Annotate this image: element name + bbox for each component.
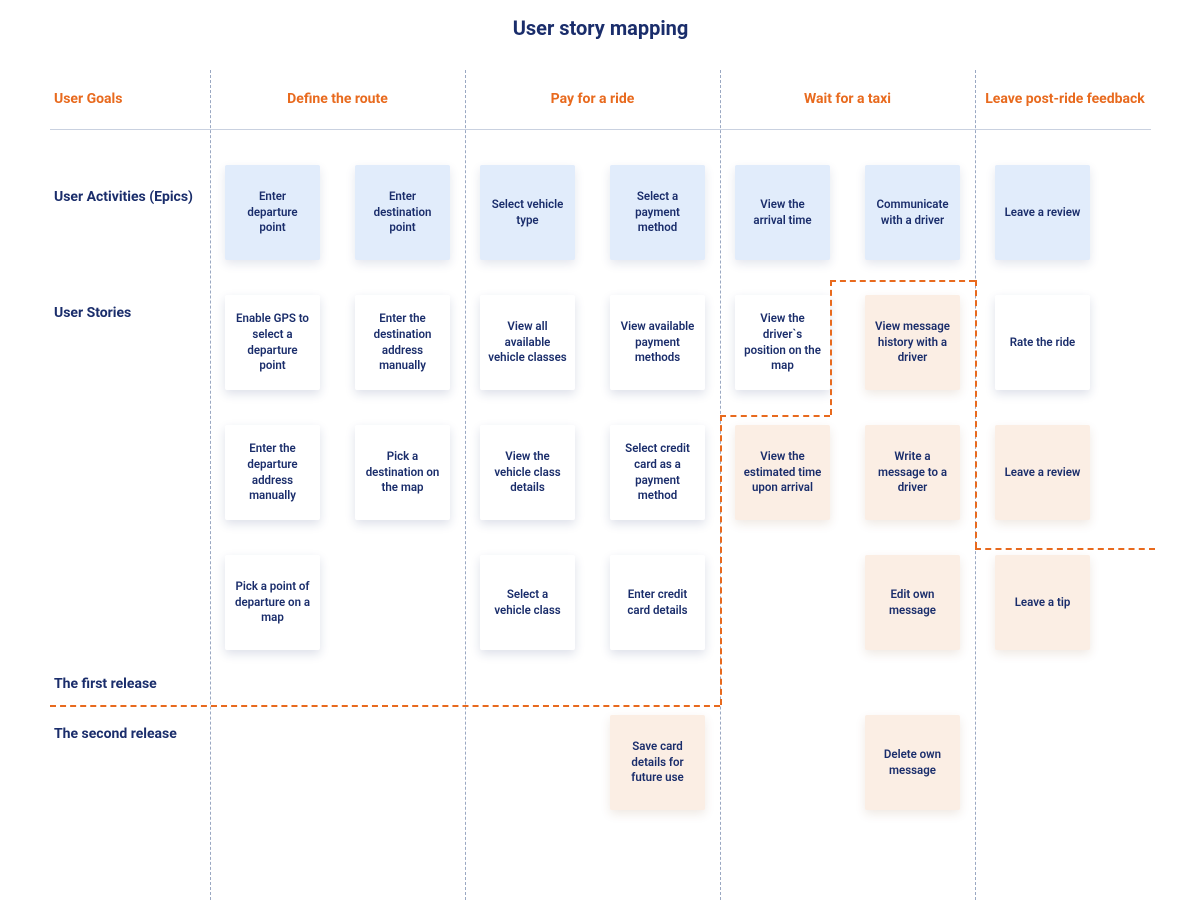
story-card: Enter credit card details bbox=[610, 555, 705, 650]
goals-row: User Goals Define the route Pay for a ri… bbox=[50, 70, 1151, 130]
story-card: Save card details for future use bbox=[610, 715, 705, 810]
goals-label: User Goals bbox=[50, 90, 210, 108]
epic-card: Select a payment method bbox=[610, 165, 705, 260]
story-card: Leave a tip bbox=[995, 555, 1090, 650]
story-card: View the driver`s position on the map bbox=[735, 295, 830, 390]
story-card: Select credit card as a payment method bbox=[610, 425, 705, 520]
story-card: Delete own message bbox=[865, 715, 960, 810]
epic-card: View the arrival time bbox=[735, 165, 830, 260]
story-card: View all available vehicle classes bbox=[480, 295, 575, 390]
goal-feedback: Leave post-ride feedback bbox=[975, 90, 1155, 108]
release-boundary bbox=[720, 415, 722, 705]
page-title: User story mapping bbox=[0, 0, 1201, 40]
stories-label: User Stories bbox=[54, 304, 194, 323]
story-card: Edit own message bbox=[865, 555, 960, 650]
story-card: Pick a point of departure on a map bbox=[225, 555, 320, 650]
story-card: Write a message to a driver bbox=[865, 425, 960, 520]
epic-card: Select vehicle type bbox=[480, 165, 575, 260]
release-boundary bbox=[720, 415, 830, 417]
section-divider bbox=[465, 70, 466, 900]
story-card: Select a vehicle class bbox=[480, 555, 575, 650]
goal-wait-taxi: Wait for a taxi bbox=[720, 90, 975, 108]
second-release-label: The second release bbox=[54, 725, 194, 744]
section-divider bbox=[210, 70, 211, 900]
first-release-label: The first release bbox=[54, 675, 194, 694]
story-card: View available payment methods bbox=[610, 295, 705, 390]
story-card: Enter the destination address manually bbox=[355, 295, 450, 390]
release-boundary bbox=[975, 280, 977, 548]
story-card: Enable GPS to select a departure point bbox=[225, 295, 320, 390]
goal-pay-ride: Pay for a ride bbox=[465, 90, 720, 108]
epic-card: Communicate with a driver bbox=[865, 165, 960, 260]
story-card: Leave a review bbox=[995, 425, 1090, 520]
story-card: View the estimated time upon arrival bbox=[735, 425, 830, 520]
story-card: Enter the departure address manually bbox=[225, 425, 320, 520]
story-map-grid: User Goals Define the route Pay for a ri… bbox=[50, 70, 1151, 130]
epic-card: Leave a review bbox=[995, 165, 1090, 260]
story-card: View the vehicle class details bbox=[480, 425, 575, 520]
story-card: Rate the ride bbox=[995, 295, 1090, 390]
story-card: View message history with a driver bbox=[865, 295, 960, 390]
goal-define-route: Define the route bbox=[210, 90, 465, 108]
epic-card: Enter destination point bbox=[355, 165, 450, 260]
release-boundary bbox=[50, 705, 720, 707]
epics-label: User Activities (Epics) bbox=[54, 188, 194, 207]
release-boundary bbox=[830, 280, 975, 282]
release-boundary bbox=[975, 548, 1155, 550]
epic-card: Enter departure point bbox=[225, 165, 320, 260]
release-boundary bbox=[830, 280, 832, 415]
story-card: Pick a destination on the map bbox=[355, 425, 450, 520]
